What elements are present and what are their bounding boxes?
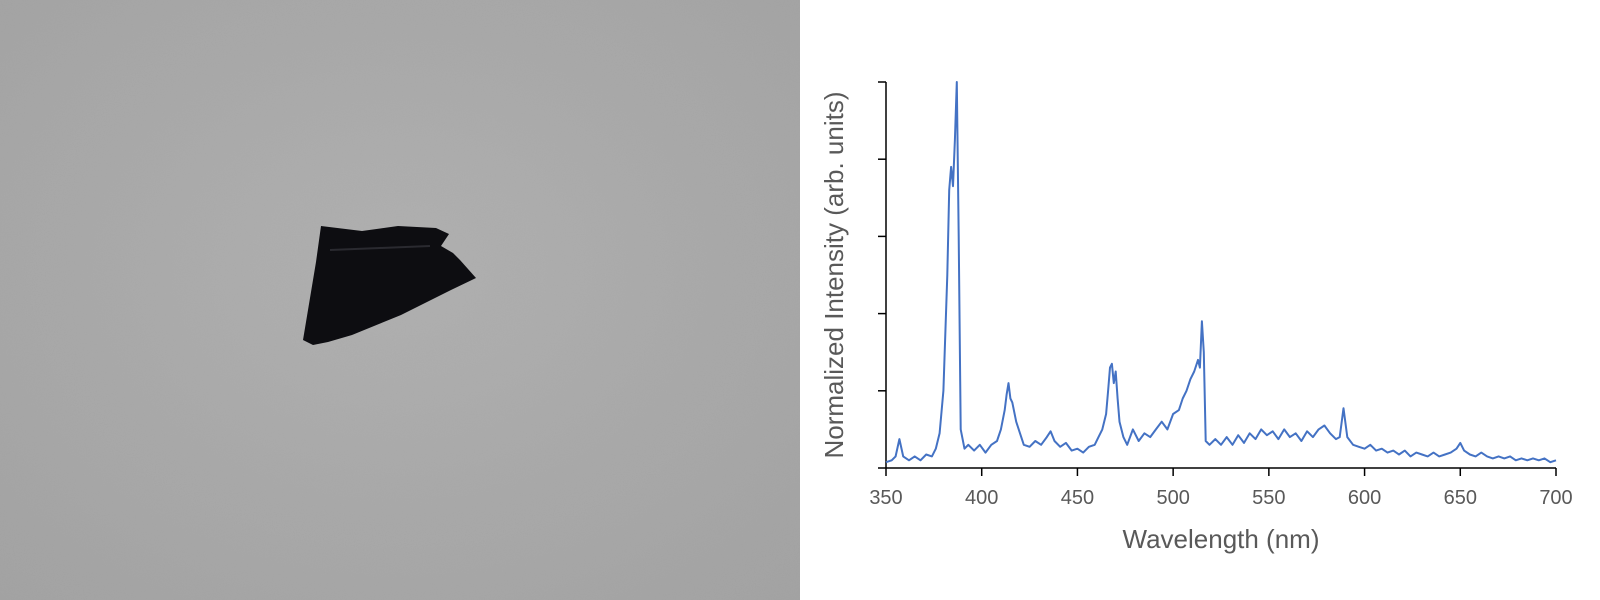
y-axis-ticks <box>878 81 886 469</box>
y-axis-label: Normalized Intensity (arb. units) <box>819 91 849 458</box>
x-tick-label: 500 <box>1156 487 1189 509</box>
x-tick-label: 650 <box>1444 487 1477 509</box>
series-line-0 <box>885 81 1557 464</box>
series-layer <box>885 81 1557 464</box>
chart-axes <box>885 82 1556 469</box>
sample-fold-edge <box>329 245 431 251</box>
x-tick-label: 350 <box>869 487 902 509</box>
x-tick-label: 550 <box>1252 487 1285 509</box>
sample-photo <box>0 0 800 600</box>
sample-fragment <box>303 226 476 345</box>
x-tick-label: 400 <box>965 487 998 509</box>
spectrum-chart: 350 400 450 500 550 600 650 700 Wavelength (nm)… <box>819 81 1573 554</box>
x-tick-label: 600 <box>1348 487 1381 509</box>
x-tick-label: 700 <box>1539 487 1572 509</box>
x-axis-ticks: 350 400 450 500 550 600 650 700 <box>869 468 1573 509</box>
x-axis-label: Wavelength (nm) <box>1123 524 1320 554</box>
x-tick-label: 450 <box>1061 487 1094 509</box>
